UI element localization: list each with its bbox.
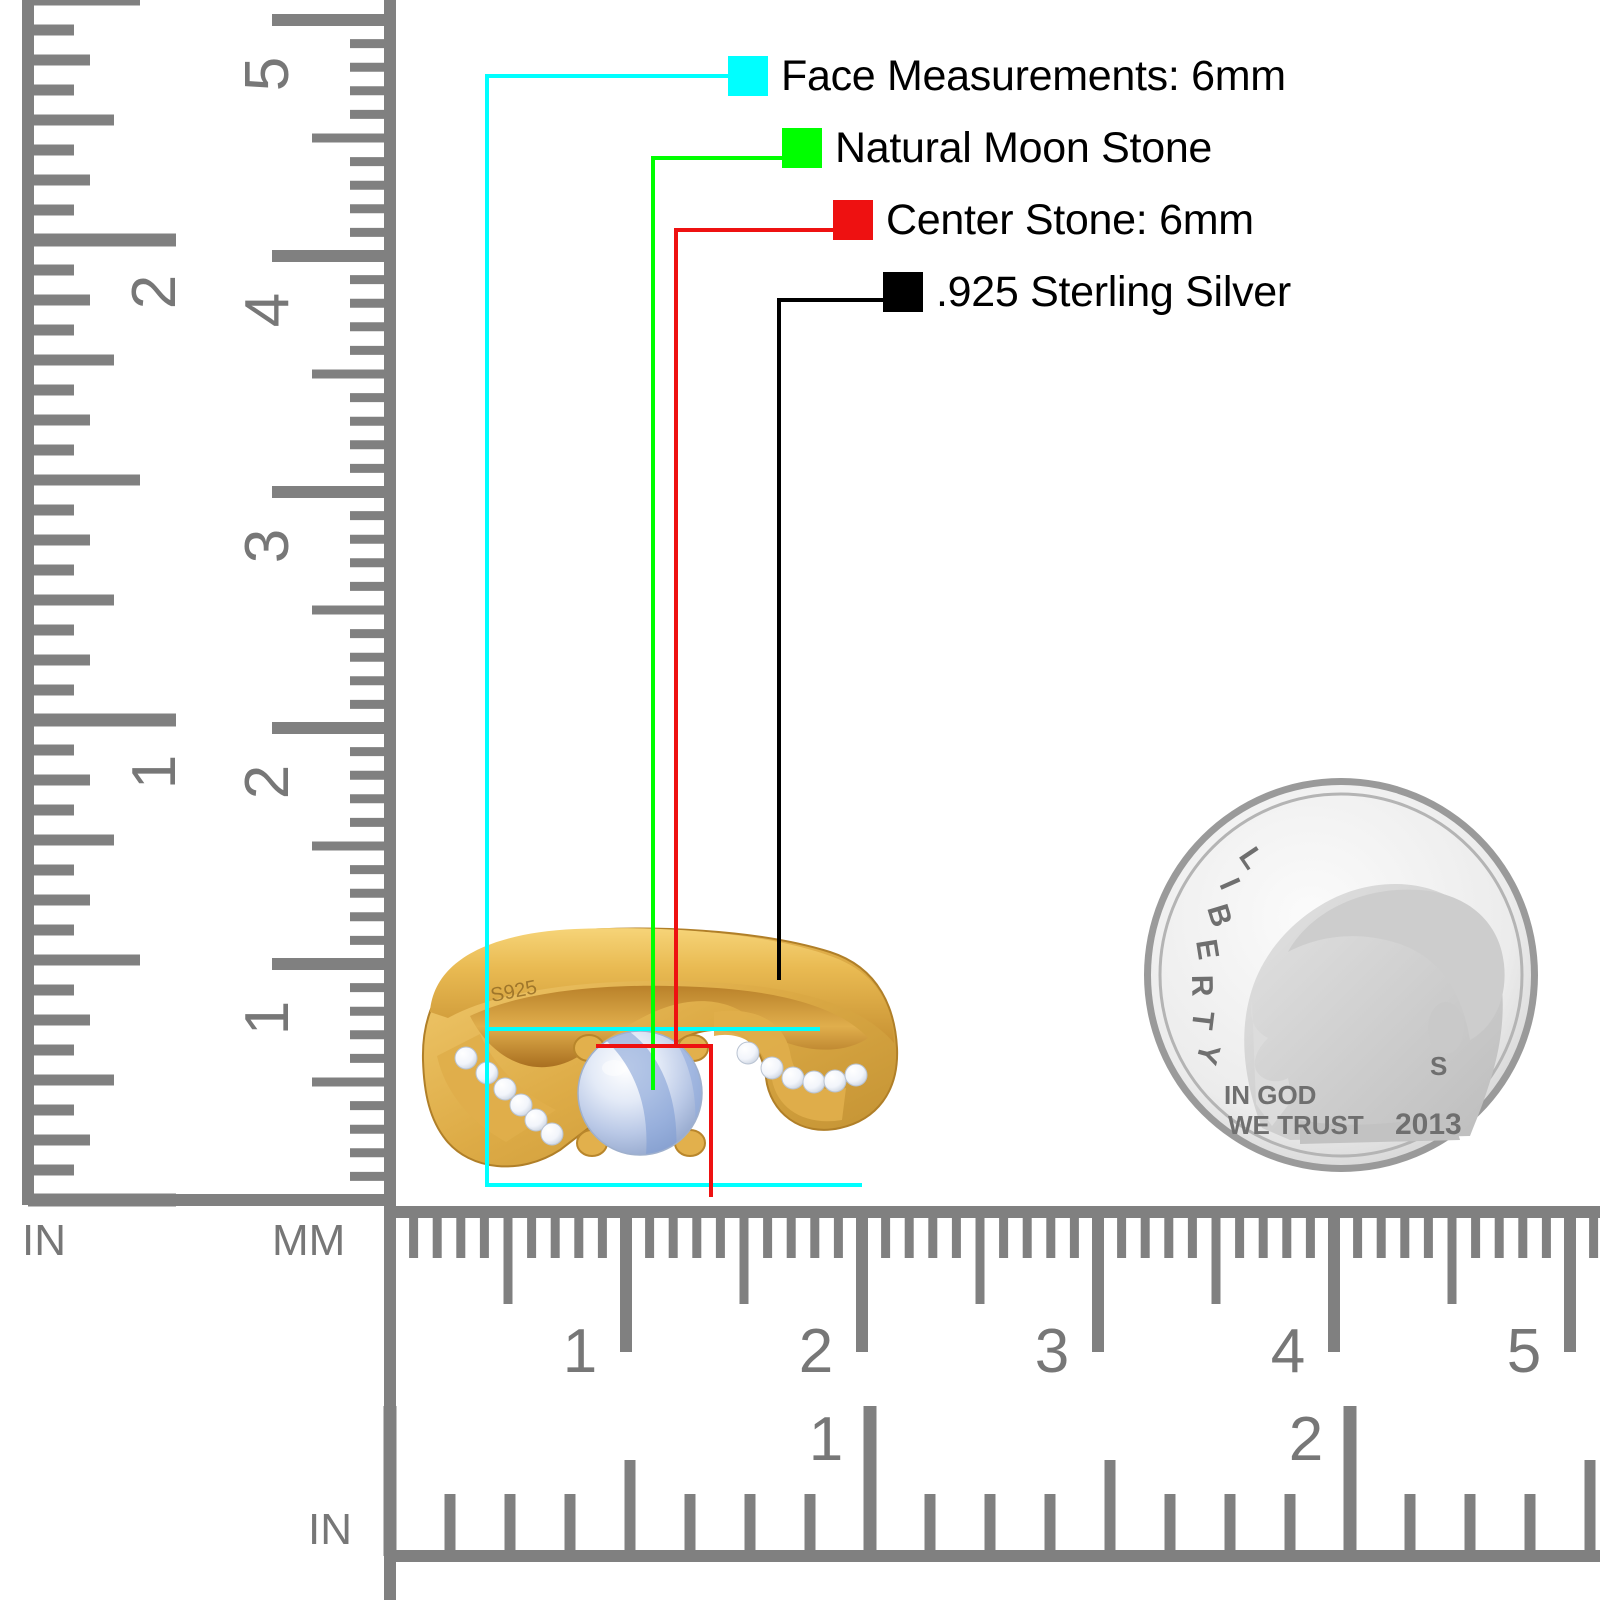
svg-text:5: 5 <box>1507 1317 1541 1386</box>
vertical-inch-unit-label: IN <box>22 1216 66 1265</box>
svg-text:4: 4 <box>233 293 302 327</box>
legend-item-face-measurements: Face Measurements: 6mm <box>728 40 1291 112</box>
leader-center-stone-vert <box>674 228 836 1046</box>
svg-text:2: 2 <box>120 275 189 309</box>
legend-label-sterling-silver: .925 Sterling Silver <box>936 267 1291 316</box>
legend-label-natural-moon-stone: Natural Moon Stone <box>835 123 1213 172</box>
legend-swatch-natural-moon-stone <box>782 128 822 168</box>
legend-swatch-face-measurements <box>728 56 768 96</box>
legend-swatch-center-stone <box>833 200 873 240</box>
horizontal-inch-unit-label: IN <box>308 1505 352 1554</box>
pave-stones-right <box>736 1041 868 1094</box>
leader-face-measure <box>485 74 862 1187</box>
legend-item-sterling-silver: .925 Sterling Silver <box>883 256 1291 328</box>
svg-text:5: 5 <box>233 57 302 91</box>
legend-swatch-sterling-silver <box>883 272 923 312</box>
roosevelt-profile <box>1244 884 1505 1144</box>
svg-text:1: 1 <box>120 755 189 789</box>
svg-text:4: 4 <box>1271 1317 1305 1386</box>
legend-label-face-measurements: Face Measurements: 6mm <box>781 51 1286 100</box>
dime-year: 2013 <box>1395 1108 1462 1141</box>
svg-text:2: 2 <box>233 765 302 799</box>
dime-mint-mark: S <box>1430 1051 1447 1081</box>
svg-text:T: T <box>1185 1009 1220 1031</box>
legend-item-natural-moon-stone: Natural Moon Stone <box>782 112 1291 184</box>
ring-inner-opening <box>470 985 868 1068</box>
leader-center-stone-bracket <box>596 1044 713 1197</box>
dime-motto-line2: WE TRUST <box>1228 1110 1364 1140</box>
svg-text:3: 3 <box>233 529 302 563</box>
legend-item-center-stone: Center Stone: 6mm <box>833 184 1291 256</box>
vertical-mm-unit-label: MM <box>272 1216 346 1265</box>
leader-sterling-silver <box>777 298 888 980</box>
svg-text:1: 1 <box>233 1001 302 1035</box>
svg-text:2: 2 <box>1289 1405 1323 1474</box>
svg-text:3: 3 <box>1035 1317 1069 1386</box>
svg-text:2: 2 <box>799 1317 833 1386</box>
svg-text:1: 1 <box>809 1405 843 1474</box>
svg-text:R: R <box>1185 975 1218 998</box>
legend: Face Measurements: 6mm Natural Moon Ston… <box>728 40 1291 328</box>
legend-label-center-stone: Center Stone: 6mm <box>886 195 1254 244</box>
svg-text:1: 1 <box>563 1317 597 1386</box>
dime-motto-line1: IN GOD <box>1224 1080 1316 1110</box>
leader-moon-stone <box>651 156 784 1090</box>
